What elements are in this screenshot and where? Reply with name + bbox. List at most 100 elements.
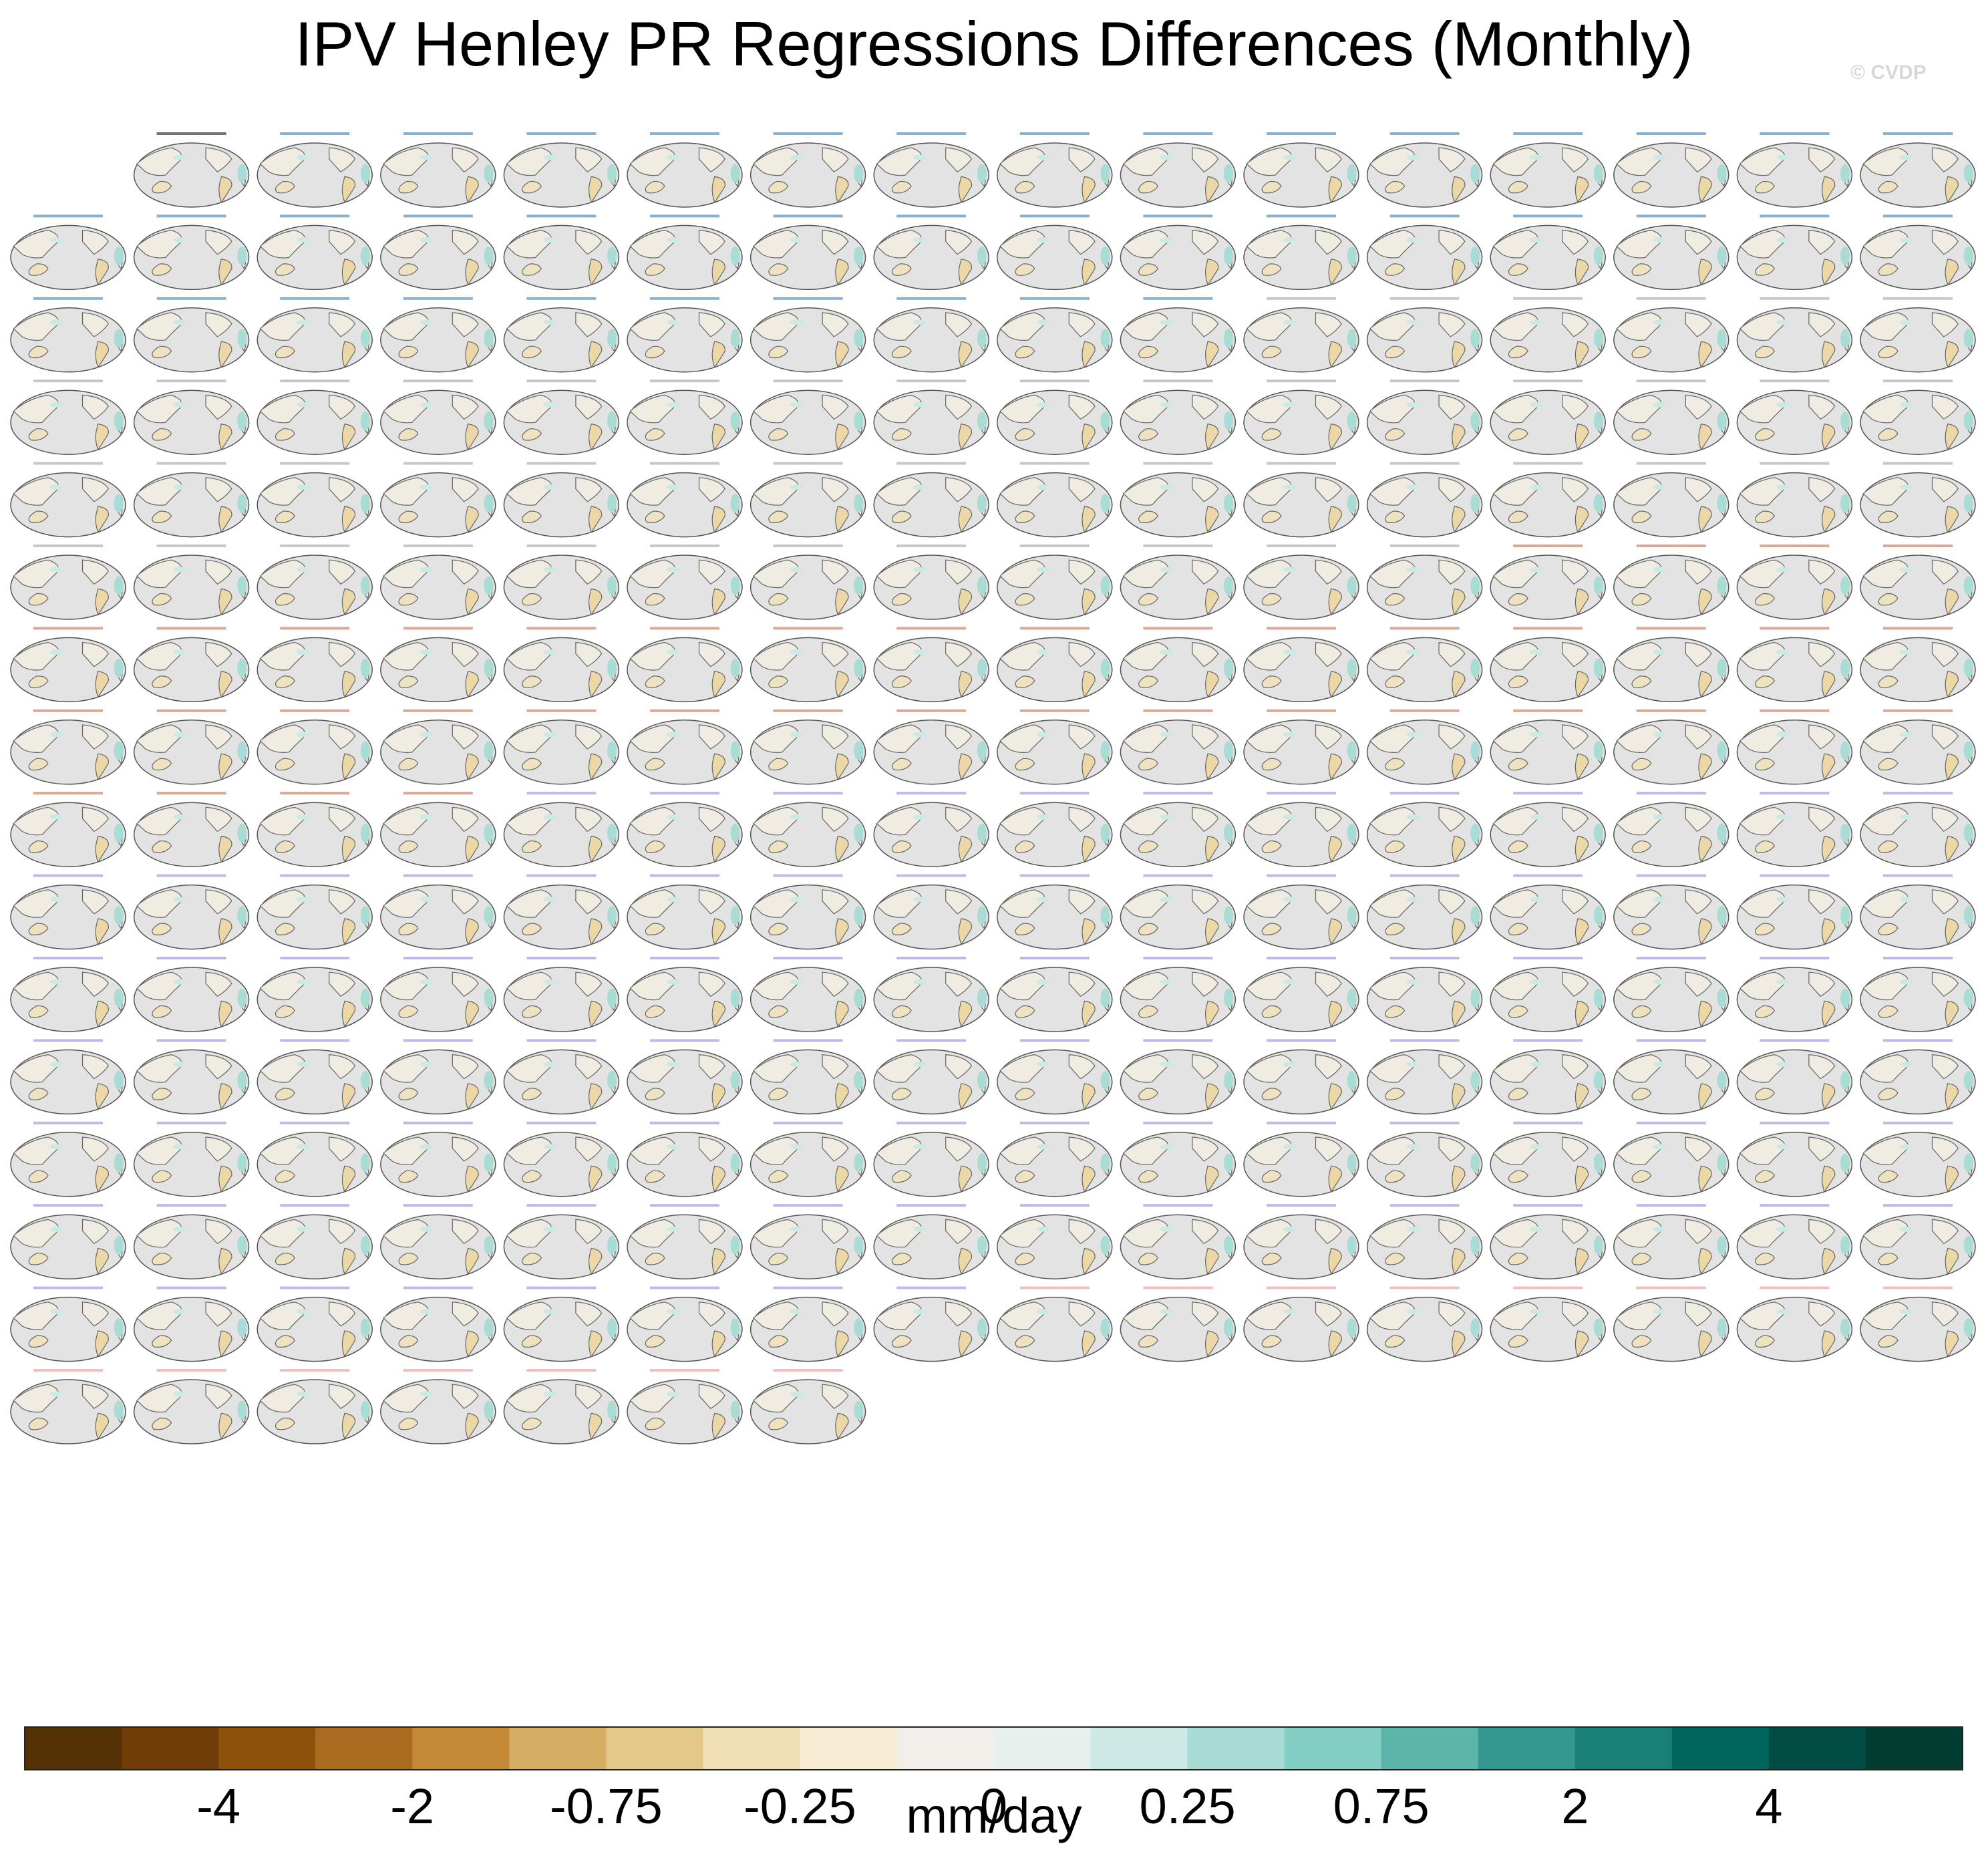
panel-anomaly: [1840, 247, 1850, 265]
panel-landmass: [506, 806, 552, 836]
panel-landmass: [822, 971, 849, 997]
map-panel: [1490, 1204, 1606, 1279]
panel-landmass: [1808, 1054, 1836, 1080]
panel-landmass: [275, 593, 295, 606]
map-panel: [1120, 627, 1236, 703]
panel-landmass: [1945, 1247, 1959, 1275]
panel-landmass: [575, 147, 603, 172]
panel-landmass: [835, 1330, 849, 1358]
panel-landmass: [589, 918, 603, 945]
panel-globe: [257, 1214, 373, 1279]
panel-landmass: [341, 506, 356, 533]
panel-anomaly: [237, 247, 247, 265]
panel-landmass: [835, 506, 849, 533]
map-panel: [750, 1286, 866, 1362]
panel-landmass: [958, 1247, 973, 1275]
panel-label-mark: [280, 1204, 350, 1207]
panel-landmass: [1755, 923, 1776, 935]
panel-landmass: [891, 675, 912, 688]
panel-landmass: [698, 889, 725, 915]
panel-label-mark: [280, 1039, 350, 1042]
panel-landmass: [1205, 918, 1219, 945]
panel-globe: [1613, 967, 1729, 1032]
panel-label-mark: [403, 627, 473, 630]
panel-landmass: [1739, 889, 1786, 918]
panel-landmass: [876, 229, 923, 259]
panel-landmass: [1822, 1165, 1836, 1193]
panel-label-mark: [1760, 462, 1830, 465]
panel-globe: [1736, 142, 1853, 208]
panel-landmass: [1328, 835, 1342, 863]
panel-landmass: [589, 259, 603, 286]
panel-landmass: [822, 1054, 849, 1080]
panel-globe: [503, 637, 620, 703]
panel-landmass: [958, 176, 973, 204]
panel-landmass: [1739, 1054, 1786, 1083]
map-panel: [1860, 1039, 1976, 1115]
panel-globe: [627, 307, 743, 373]
panel-landmass: [275, 428, 295, 441]
panel-anomaly: [1593, 741, 1603, 760]
panel-anomaly: [1593, 576, 1603, 595]
panel-label-mark: [773, 214, 843, 218]
panel-anomaly: [607, 1071, 617, 1090]
panel-anomaly: [1100, 988, 1110, 1007]
panel-landmass: [1755, 1253, 1776, 1265]
panel-globe: [1490, 472, 1606, 538]
panel-landmass: [1122, 1136, 1169, 1165]
panel-landmass: [522, 593, 542, 606]
panel-landmass: [28, 840, 49, 853]
panel-anomaly: [790, 484, 804, 490]
map-panel: [380, 874, 496, 950]
panel-landmass: [259, 724, 306, 753]
panel-landmass: [522, 1005, 542, 1018]
panel-landmass: [13, 312, 59, 341]
panel-landmass: [1698, 1247, 1712, 1275]
map-panel: [380, 1121, 496, 1197]
panel-globe: [1243, 555, 1359, 620]
panel-anomaly: [237, 1400, 247, 1420]
panel-landmass: [13, 806, 59, 836]
panel-anomaly: [1653, 1309, 1667, 1315]
panel-landmass: [1138, 758, 1159, 771]
panel-landmass: [383, 1301, 429, 1330]
panel-landmass: [398, 1417, 419, 1430]
panel-landmass: [81, 1384, 109, 1409]
map-panel: [380, 1286, 496, 1362]
panel-label-mark: [1143, 1204, 1213, 1207]
panel-label-mark: [1019, 379, 1090, 383]
panel-label-mark: [403, 874, 473, 877]
panel-landmass: [698, 1219, 725, 1245]
panel-landmass: [958, 588, 973, 616]
panel-globe: [750, 142, 866, 208]
panel-landmass: [398, 1335, 419, 1348]
panel-anomaly: [730, 741, 740, 760]
panel-landmass: [1492, 229, 1539, 259]
panel-landmass: [1616, 641, 1662, 671]
panel-landmass: [1822, 671, 1836, 698]
panel-anomaly: [1406, 979, 1420, 985]
panel-globe: [10, 224, 126, 291]
map-panel: [1736, 1039, 1853, 1115]
panel-anomaly: [484, 988, 494, 1007]
panel-globe: [1120, 884, 1236, 950]
panel-landmass: [645, 923, 665, 935]
panel-landmass: [1808, 971, 1836, 997]
panel-landmass: [329, 394, 356, 420]
panel-anomaly: [730, 576, 740, 595]
panel-anomaly: [420, 1144, 434, 1150]
panel-landmass: [1685, 312, 1712, 337]
panel-landmass: [28, 923, 49, 935]
panel-label-mark: [33, 1204, 103, 1207]
panel-label-mark: [773, 462, 843, 465]
panel-landmass: [1698, 753, 1712, 780]
panel-landmass: [1685, 641, 1712, 667]
panel-landmass: [1385, 923, 1405, 935]
panel-landmass: [205, 477, 232, 502]
panel-landmass: [645, 345, 665, 359]
panel-landmass: [506, 312, 552, 341]
panel-landmass: [1631, 180, 1652, 194]
panel-landmass: [876, 394, 923, 424]
map-panel: [1366, 1121, 1483, 1197]
panel-landmass: [753, 229, 799, 259]
